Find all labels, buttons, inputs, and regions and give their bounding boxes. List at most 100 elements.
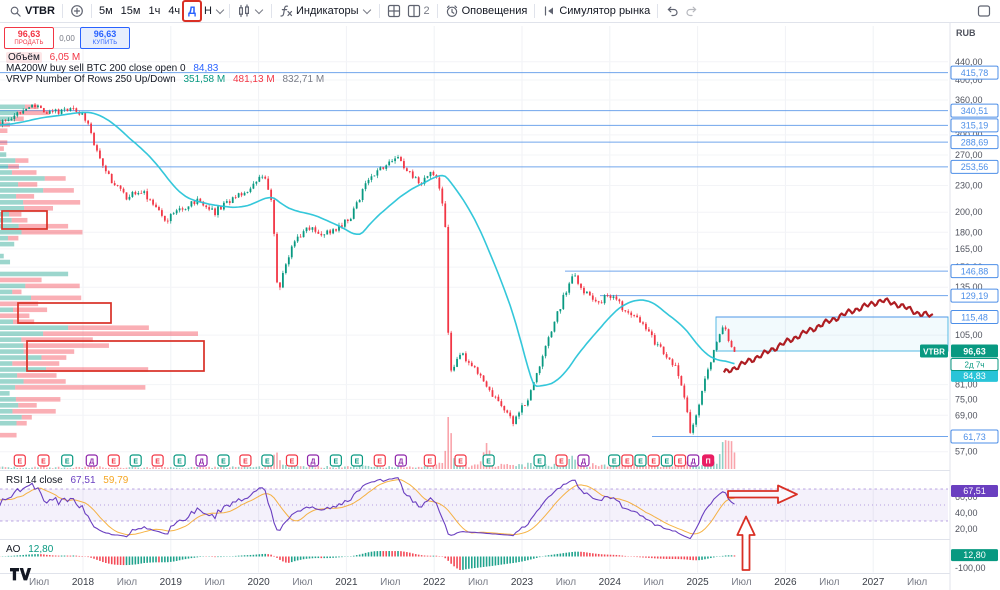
buy-label: КУПИТЬ [92,40,118,46]
svg-text:2026: 2026 [774,577,797,588]
drawing-annotations[interactable] [1,210,798,571]
symbol-search-button[interactable]: VTBR [6,3,58,20]
svg-text:105,00: 105,00 [955,330,983,340]
legend-ao[interactable]: AO 12,80 [6,544,53,555]
replay-button[interactable]: Симулятор рынка [539,2,653,20]
svg-text:115,48: 115,48 [961,312,988,322]
svg-text:40,00: 40,00 [955,508,978,518]
svg-text:2023: 2023 [511,577,534,588]
rsi-signal-value: 59,79 [103,475,129,486]
svg-text:270,00: 270,00 [955,150,983,160]
fullscreen-button[interactable] [974,2,994,20]
interval-Н[interactable]: Н [201,3,215,19]
svg-text:2022: 2022 [423,577,446,588]
buy-price: 96,63 [93,29,117,39]
svg-text:Е: Е [155,459,160,466]
svg-text:Е: Е [177,459,182,466]
svg-text:2д 7ч: 2д 7ч [965,361,985,370]
svg-text:415,78: 415,78 [961,68,989,78]
svg-text:230,00: 230,00 [955,181,983,191]
svg-text:2027: 2027 [862,577,885,588]
buy-button[interactable]: 96,63 КУПИТЬ [80,27,130,49]
svg-text:Е: Е [612,459,617,466]
price-scale[interactable]: RUB 440,00 400,00 360,00 300,00 270,00 230,00 2… [920,22,1000,590]
replay-icon [542,4,556,18]
svg-text:Е: Е [221,459,226,466]
separator [90,4,92,18]
interval-5м[interactable]: 5м [96,3,116,19]
ao-value: 12,80 [28,544,54,555]
plus-circle-icon [70,4,84,18]
svg-text:69,00: 69,00 [955,410,978,420]
interval-4ч[interactable]: 4ч [165,3,183,19]
undo-button[interactable] [662,2,682,20]
svg-text:Е: Е [334,459,339,466]
svg-text:440,00: 440,00 [955,57,983,67]
ao-histogram [0,551,736,570]
trade-panel: 96,63 ПРОДАТЬ 0,00 96,63 КУПИТЬ [4,27,130,49]
tradingview-logo[interactable] [10,568,32,581]
projection-line[interactable] [722,297,934,374]
legend-rsi[interactable]: RSI 14 close 67,51 59,79 [6,475,128,486]
time-axis[interactable]: Июл 2018 Июл 2019 Июл 2020 Июл 2021 Июл 2022 Июл 20… [29,577,927,588]
svg-text:81,00: 81,00 [955,380,978,390]
symbol-name: VTBR [25,5,55,17]
right-arrow-annotation[interactable] [727,484,798,504]
annotation-interval-box[interactable] [182,0,203,22]
svg-text:60,00: 60,00 [955,492,978,502]
legend-ma200w[interactable]: MA200W buy sell BTC 200 close open 0 84,… [6,63,324,74]
redo-button[interactable] [682,2,702,20]
spread-value: 0,00 [54,27,80,49]
svg-text:Июл: Июл [907,577,927,588]
svg-text:Е: Е [458,459,463,466]
svg-text:Д: Д [581,459,586,466]
grid [0,26,948,573]
svg-text:П: П [706,459,711,466]
svg-text:Е: Е [377,459,382,466]
svg-text:Июл: Июл [117,577,137,588]
sell-button[interactable]: 96,63 ПРОДАТЬ [4,27,54,49]
layout-grid-button[interactable] [384,2,404,20]
svg-text:360,00: 360,00 [955,95,983,105]
chart-type-button[interactable] [234,2,267,20]
top-toolbar: VTBR 5м 15м 1ч 4ч Д Н Индикаторы 2 [0,0,1000,23]
svg-text:Июл: Июл [205,577,225,588]
price-level-lines[interactable] [0,72,948,438]
svg-text:96,63: 96,63 [963,347,986,357]
legend-vrvp[interactable]: VRVP Number Of Rows 250 Up/Down 351,58 М… [6,74,324,85]
alarm-clock-icon [445,4,459,18]
svg-text:Е: Е [665,459,670,466]
channel-box[interactable] [715,316,949,352]
up-arrow-annotation[interactable] [736,515,756,571]
svg-text:Е: Е [486,459,491,466]
svg-text:VTBR: VTBR [923,347,945,356]
separator [228,4,230,18]
svg-text:180,00: 180,00 [955,227,983,237]
svg-text:Е: Е [243,459,248,466]
layout-split-button[interactable]: 2 [404,2,433,20]
indicators-fx-icon [279,4,293,18]
separator [534,4,536,18]
indicators-button[interactable]: Индикаторы [276,2,375,20]
interval-1ч[interactable]: 1ч [145,3,163,19]
sell-price: 96,63 [17,29,41,39]
compare-button[interactable] [67,2,87,20]
interval-Д[interactable]: Д [182,0,203,22]
ma-legend-value: 84,83 [193,63,219,74]
interval-15м[interactable]: 15м [118,3,144,19]
chevron-down-icon[interactable] [215,5,225,14]
redo-arrow-icon [685,4,699,18]
svg-text:Е: Е [638,459,643,466]
candles [0,102,736,435]
legend-volume[interactable]: Объём 6,05 М [6,52,324,63]
pane-separators [0,470,1000,574]
rsi-legend-label: RSI 14 close [6,475,63,486]
svg-text:-100,00: -100,00 [955,563,986,573]
vrvp-up-value: 351,58 М [183,74,226,85]
vrvp-legend-label: VRVP Number Of Rows 250 Up/Down [6,74,176,85]
rsi-value: 67,51 [70,475,96,486]
svg-text:Е: Е [678,459,683,466]
alerts-button[interactable]: Оповещения [442,2,531,20]
